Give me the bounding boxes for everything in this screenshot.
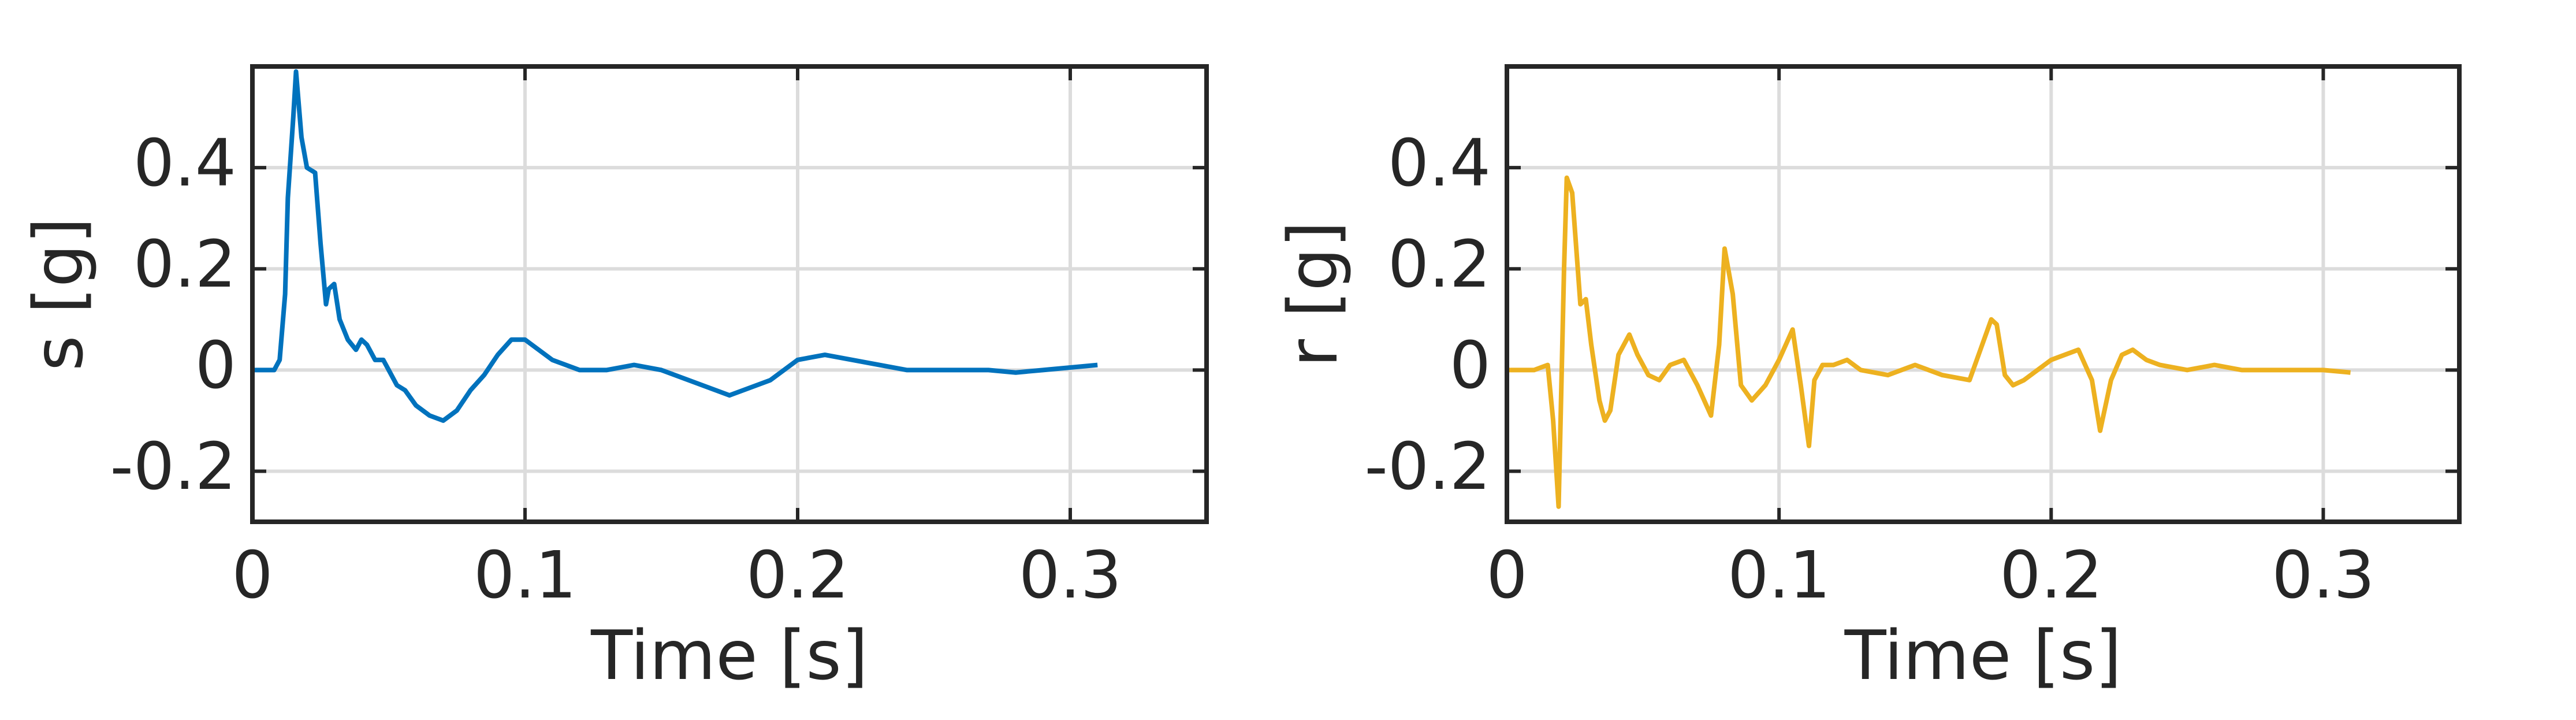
y-tick-label: 0.2 xyxy=(133,227,236,302)
x-axis-label: Time [s] xyxy=(590,615,868,695)
x-tick-label: 0 xyxy=(1486,538,1527,613)
y-tick-label: -0.2 xyxy=(1364,429,1491,504)
x-axis-label: Time [s] xyxy=(1844,615,2122,695)
x-tick-label: 0.1 xyxy=(474,538,576,613)
x-tick-label: 0.1 xyxy=(1728,538,1830,613)
x-tick-label: 0 xyxy=(232,538,273,613)
y-tick-label: -0.2 xyxy=(110,429,236,504)
y-tick-label: 0.2 xyxy=(1388,227,1491,302)
y-tick-label: 0.4 xyxy=(1388,126,1491,201)
x-tick-label: 0.3 xyxy=(2272,538,2374,613)
x-tick-label: 0.2 xyxy=(746,538,849,613)
x-tick-label: 0.3 xyxy=(1019,538,1122,613)
y-tick-label: 0.4 xyxy=(133,126,236,201)
axes-box xyxy=(1505,64,2462,524)
y-tick-label: 0 xyxy=(1450,328,1491,403)
axes-box xyxy=(250,64,1209,524)
y-tick-label: 0 xyxy=(195,328,236,403)
y-axis-label: s [g] xyxy=(18,217,98,371)
y-axis-label: r [g] xyxy=(1273,221,1353,368)
x-tick-label: 0.2 xyxy=(2000,538,2102,613)
data-line xyxy=(1507,175,2351,509)
data-line xyxy=(252,69,1098,423)
